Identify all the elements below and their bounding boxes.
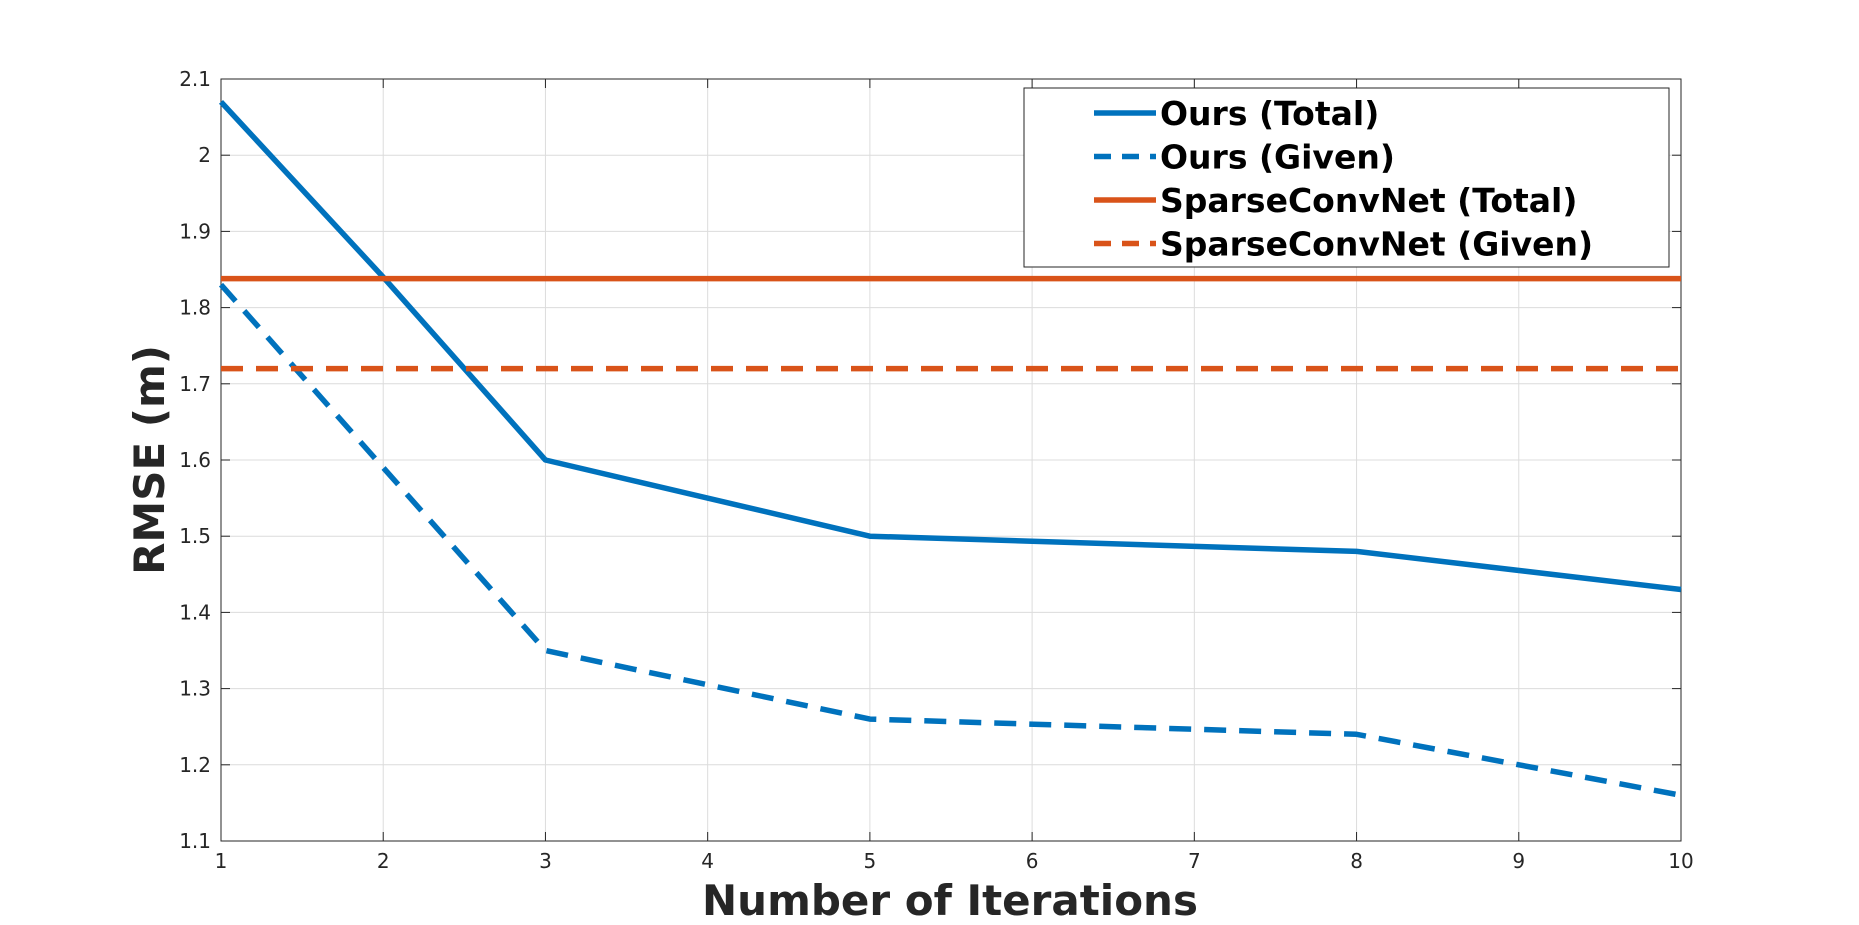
x-tick-label: 2: [377, 849, 390, 873]
y-tick-label: 1.6: [179, 448, 211, 472]
y-tick-label: 1.2: [179, 753, 211, 777]
series-lines: [218, 100, 1682, 799]
x-tick-label: 8: [1350, 849, 1363, 873]
series-line-1: [218, 282, 1682, 799]
y-axis-tick-labels: 1.1 1.2 1.3 1.4 1.5 1.6 1.7 1.8 1.9 2 2.1: [179, 67, 211, 853]
x-tick-label: 6: [1026, 849, 1039, 873]
y-tick-label: 1.7: [179, 372, 211, 396]
y-tick-label: 1.9: [179, 219, 211, 243]
legend-label-3: SparseConvNet (Given): [1160, 225, 1593, 264]
y-tick-label: 1.4: [179, 600, 211, 624]
y-axis-title: RMSE (m): [125, 345, 174, 575]
y-tick-label: 2.1: [179, 67, 211, 91]
y-tick-label: 1.8: [179, 296, 211, 320]
y-tick-label: 2: [198, 143, 211, 167]
x-tick-label: 7: [1188, 849, 1201, 873]
x-tick-label: 10: [1668, 849, 1693, 873]
legend-box: [1023, 87, 1670, 268]
x-tick-label: 3: [539, 849, 552, 873]
x-axis-title: Number of Iterations: [702, 876, 1198, 925]
legend-label-0: Ours (Total): [1160, 94, 1379, 133]
x-tick-label: 1: [215, 849, 228, 873]
y-tick-label: 1.1: [179, 829, 211, 853]
x-tick-label: 4: [701, 849, 714, 873]
x-tick-label: 5: [864, 849, 877, 873]
legend-label-1: Ours (Given): [1160, 138, 1395, 177]
tick-marks: [220, 78, 1682, 842]
legend: Ours (Total) Ours (Given) SparseConvNet (T…: [1023, 87, 1670, 268]
x-tick-label: 9: [1512, 849, 1525, 873]
y-tick-label: 1.5: [179, 524, 211, 548]
x-axis-tick-labels: 1 2 3 4 5 6 7 8 9 10: [215, 849, 1694, 873]
y-tick-label: 1.3: [179, 677, 211, 701]
series-line-0: [218, 100, 1682, 593]
legend-label-2: SparseConvNet (Total): [1160, 181, 1577, 220]
